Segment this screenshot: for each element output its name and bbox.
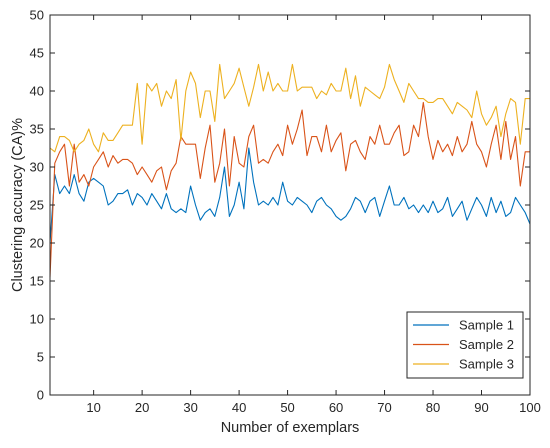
legend-label-2: Sample 2 [459,337,514,352]
y-tick-label: 30 [30,160,44,175]
series-layer [49,63,531,278]
y-tick-label: 25 [30,198,44,213]
x-tick-label: 20 [135,400,149,415]
series-line-3 [49,63,530,153]
x-tick-label: 70 [377,400,391,415]
y-tick-label: 45 [30,46,44,61]
y-tick-label: 15 [30,274,44,289]
x-tick-label: 40 [232,400,246,415]
x-tick-label: 90 [474,400,488,415]
series-line-2 [49,101,530,278]
axis-layer: 10 20 30 40 50 60 70 80 90 100 0 5 10 15 20 25 30 35 40 45 5… [30,8,541,416]
legend-label-3: Sample 3 [459,357,514,372]
x-tick-label: 60 [329,400,343,415]
y-tick-label: 20 [30,236,44,251]
legend: Sample 1 Sample 2 Sample 3 [406,311,524,379]
y-tick-label: 10 [30,312,44,327]
y-axis-label: Clustering accuracy (CA)% [10,118,26,292]
y-tick-label: 5 [37,350,44,365]
series-line-1 [49,147,531,244]
x-tick-label: 10 [86,400,100,415]
x-tick-label: 100 [519,400,541,415]
x-tick-label: 80 [426,400,440,415]
x-axis-label: Number of exemplars [221,420,360,436]
y-tick-label: 0 [37,388,44,403]
y-tick-label: 35 [30,122,44,137]
legend-label-1: Sample 1 [459,318,514,333]
x-tick-label: 50 [280,400,294,415]
y-tick-label: 40 [30,84,44,99]
x-tick-label: 30 [183,400,197,415]
y-tick-label: 50 [30,8,44,23]
